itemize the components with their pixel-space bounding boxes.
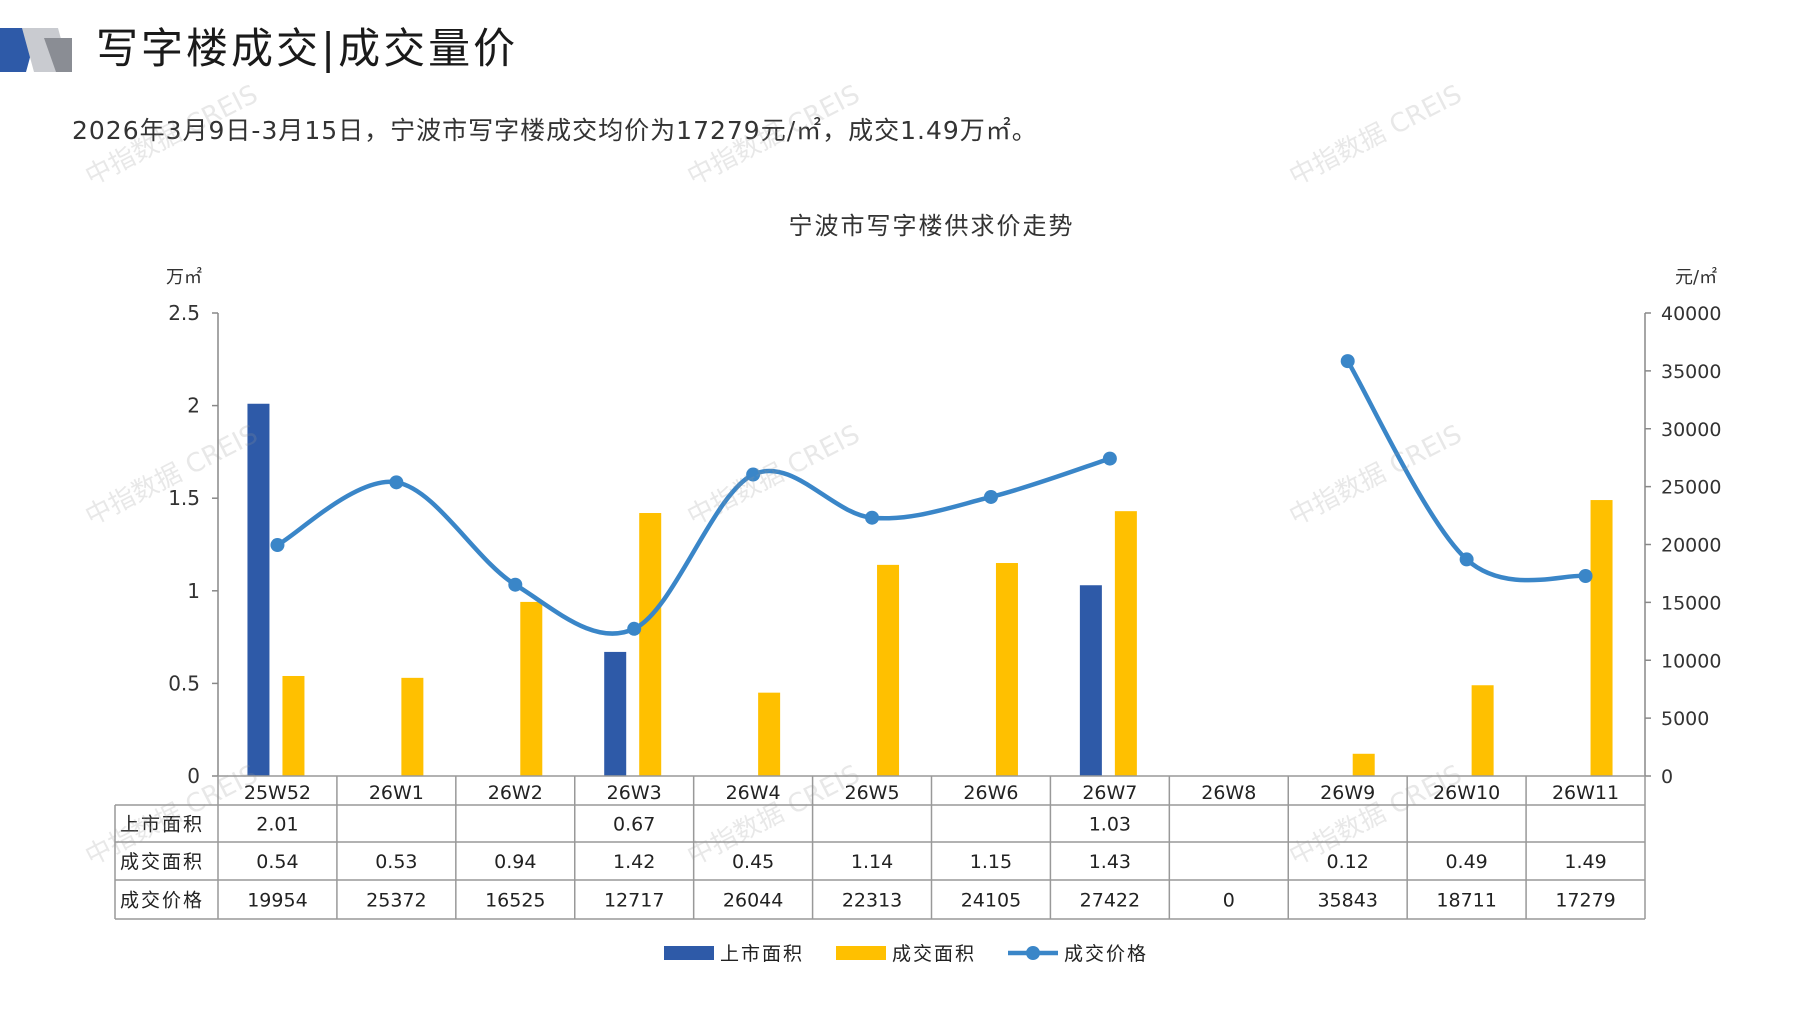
bar-traded-area [639,513,662,776]
table-cell-value: 17279 [1555,890,1615,912]
x-category-label: 26W1 [369,782,424,804]
table-cell-value: 0.45 [732,851,774,873]
left-tick-label: 2.5 [168,301,200,325]
summary-text: 2026年3月9日-3月15日，宁波市写字楼成交均价为17279元/㎡，成交1.… [72,116,1038,145]
price-point [1578,568,1593,583]
table-cell-value: 18711 [1436,890,1496,912]
bar-traded-area [1114,511,1137,776]
x-category-label: 26W9 [1320,782,1375,804]
left-axis-unit: 万㎡ [166,266,202,288]
x-category-label: 26W7 [1082,782,1137,804]
right-tick-label: 25000 [1661,477,1721,499]
price-point [1340,354,1355,369]
x-category-label: 26W11 [1552,782,1619,804]
table-cell-value: 0.53 [375,851,417,873]
price-point [1102,451,1117,466]
bar-traded-area [1471,685,1494,776]
legend-label: 成交面积 [892,943,976,965]
table-cell-value: 1.49 [1564,851,1606,873]
legend-swatch-marker [1026,946,1040,960]
price-point [389,475,404,490]
x-category-label: 26W6 [963,782,1018,804]
table-cell-value: 1.14 [851,851,893,873]
x-category-label: 26W3 [607,782,662,804]
left-tick-label: 1.5 [168,486,200,510]
table-cell-value: 0.67 [613,814,655,836]
bar-traded-area [401,677,424,776]
price-point [865,510,880,525]
table-row-label: 成交价格 [120,890,204,912]
bar-traded-area [282,675,305,776]
table-cell-value: 26044 [723,890,783,912]
bar-traded-area [520,601,543,776]
bar-traded-area [995,563,1018,776]
chart-title: 宁波市写字楼供求价走势 [789,212,1075,240]
bar-traded-area [877,564,900,776]
legend-label: 上市面积 [720,943,804,965]
table-cell-value: 22313 [842,890,902,912]
x-category-label: 26W5 [845,782,900,804]
bar-listed-area [604,651,627,776]
x-category-label: 26W8 [1201,782,1256,804]
table-cell-value: 0.12 [1327,851,1369,873]
right-tick-label: 40000 [1661,303,1721,325]
table-cell-value: 0.54 [256,851,298,873]
price-point [508,577,523,592]
price-line [1345,358,1588,583]
left-tick-label: 0 [187,764,200,788]
x-category-label: 25W52 [244,782,311,804]
price-point [270,538,285,553]
price-point [627,621,642,636]
brand-logo [0,28,72,72]
right-tick-label: 20000 [1661,535,1721,557]
price-point [746,467,761,482]
bar-traded-area [1590,500,1613,776]
legend-swatch [836,946,886,960]
table-cell-value: 1.42 [613,851,655,873]
left-tick-label: 2 [187,394,200,418]
page-title: 写字楼成交|成交量价 [96,24,519,73]
bar-traded-area [758,692,781,776]
bar-traded-area [1352,753,1375,776]
legend-swatch [664,946,714,960]
table-cell-value: 25372 [366,890,426,912]
left-tick-label: 1 [187,579,200,603]
x-category-label: 26W4 [726,782,781,804]
right-axis-unit: 元/㎡ [1675,266,1717,288]
right-tick-label: 0 [1661,766,1673,788]
right-tick-label: 35000 [1661,361,1721,383]
table-cell-value: 2.01 [256,814,298,836]
table-cell-value: 16525 [485,890,545,912]
x-category-label: 26W10 [1433,782,1500,804]
right-tick-label: 10000 [1661,650,1721,672]
bar-listed-area [1079,585,1102,776]
right-tick-label: 30000 [1661,419,1721,441]
bar-listed-area [247,403,270,776]
table-cell-value: 12717 [604,890,664,912]
price-point [983,489,998,504]
table-cell-value: 24105 [961,890,1021,912]
right-tick-label: 5000 [1661,708,1709,730]
table-row-label: 成交面积 [120,851,204,873]
table-cell-value: 27422 [1080,890,1140,912]
table-cell-value: 1.15 [970,851,1012,873]
table-cell-value: 0.94 [494,851,536,873]
price-point [1459,552,1474,567]
legend-label: 成交价格 [1064,943,1148,965]
right-tick-label: 15000 [1661,592,1721,614]
table-cell-value: 1.43 [1089,851,1131,873]
table-cell-value: 1.03 [1089,814,1131,836]
price-line [275,456,1113,636]
table-cell-value: 0 [1223,890,1235,912]
table-row-label: 上市面积 [120,814,204,836]
x-category-label: 26W2 [488,782,543,804]
table-cell-value: 35843 [1317,890,1377,912]
left-tick-label: 0.5 [168,671,200,695]
table-cell-value: 0.49 [1445,851,1487,873]
table-cell-value: 19954 [247,890,307,912]
